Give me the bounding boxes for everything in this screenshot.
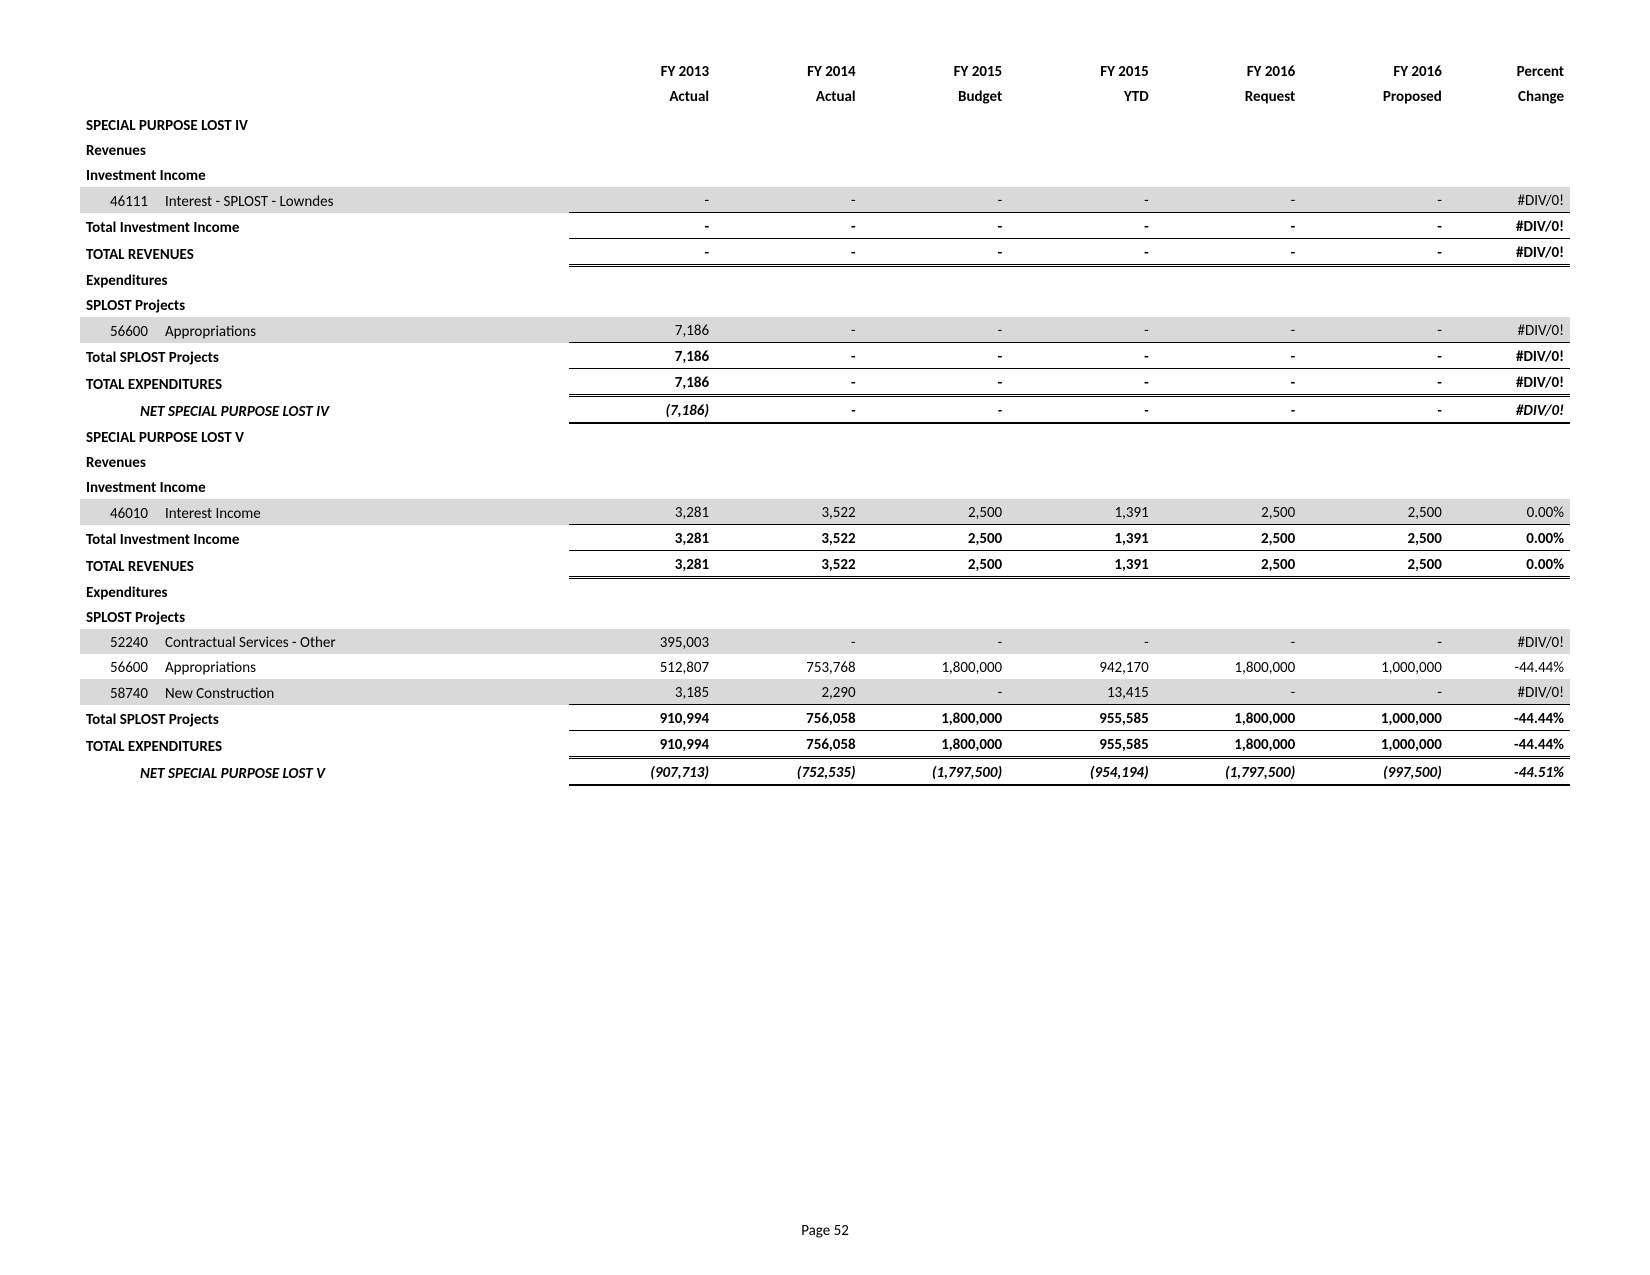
line-item: 58740New Construction 3,1852,290- 13,415… bbox=[80, 679, 1570, 705]
subcategory-label: Investment Income bbox=[80, 474, 569, 499]
subtotal-row: Total SPLOST Projects 7,186-- --- #DIV/0… bbox=[80, 343, 1570, 369]
section-title: SPECIAL PURPOSE LOST IV bbox=[80, 112, 569, 137]
subcategory-label: SPLOST Projects bbox=[80, 292, 569, 317]
section-title: SPECIAL PURPOSE LOST V bbox=[80, 423, 569, 449]
net-row: NET SPECIAL PURPOSE LOST IV (7,186)-- --… bbox=[80, 396, 1570, 424]
line-item: 46010Interest Income 3,2813,5222,500 1,3… bbox=[80, 499, 1570, 525]
col-header: Percent bbox=[1448, 60, 1570, 83]
total-row: TOTAL EXPENDITURES 7,186-- --- #DIV/0! bbox=[80, 369, 1570, 396]
line-item: 46111Interest - SPLOST - Lowndes --- ---… bbox=[80, 187, 1570, 213]
col-header: FY 2013 bbox=[569, 60, 716, 83]
col-header: FY 2016 bbox=[1155, 60, 1302, 83]
line-item: 52240Contractual Services - Other 395,00… bbox=[80, 629, 1570, 654]
col-header: Actual bbox=[715, 83, 862, 112]
total-row: TOTAL REVENUES --- --- #DIV/0! bbox=[80, 239, 1570, 266]
col-header: FY 2015 bbox=[862, 60, 1009, 83]
category-label: Revenues bbox=[80, 449, 569, 474]
page-number: Page 52 bbox=[801, 1222, 849, 1240]
col-header: Actual bbox=[569, 83, 716, 112]
subtotal-row: Total Investment Income --- --- #DIV/0! bbox=[80, 213, 1570, 239]
col-header: FY 2016 bbox=[1301, 60, 1448, 83]
col-header: Request bbox=[1155, 83, 1302, 112]
budget-table: FY 2013 FY 2014 FY 2015 FY 2015 FY 2016 … bbox=[80, 60, 1570, 786]
category-label: Expenditures bbox=[80, 578, 569, 605]
subtotal-row: Total Investment Income 3,2813,5222,500 … bbox=[80, 525, 1570, 551]
col-header: Change bbox=[1448, 83, 1570, 112]
category-label: Expenditures bbox=[80, 266, 569, 293]
col-header: Proposed bbox=[1301, 83, 1448, 112]
col-header: FY 2014 bbox=[715, 60, 862, 83]
subtotal-row: Total SPLOST Projects 910,994756,0581,80… bbox=[80, 705, 1570, 731]
col-header: YTD bbox=[1008, 83, 1155, 112]
category-label: Revenues bbox=[80, 137, 569, 162]
col-header: FY 2015 bbox=[1008, 60, 1155, 83]
total-row: TOTAL REVENUES 3,2813,5222,500 1,3912,50… bbox=[80, 551, 1570, 578]
subcategory-label: SPLOST Projects bbox=[80, 604, 569, 629]
line-item: 56600Appropriations 7,186-- --- #DIV/0! bbox=[80, 317, 1570, 343]
col-header: Budget bbox=[862, 83, 1009, 112]
subcategory-label: Investment Income bbox=[80, 162, 569, 187]
net-row: NET SPECIAL PURPOSE LOST V (907,713)(752… bbox=[80, 758, 1570, 786]
total-row: TOTAL EXPENDITURES 910,994756,0581,800,0… bbox=[80, 731, 1570, 758]
line-item: 56600Appropriations 512,807753,7681,800,… bbox=[80, 654, 1570, 679]
